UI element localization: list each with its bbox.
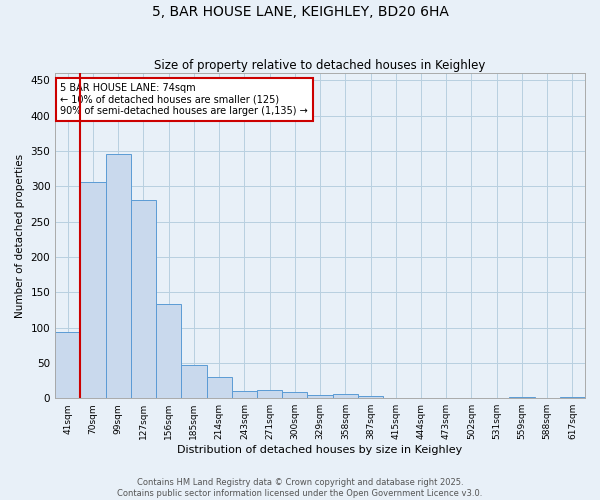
Bar <box>358 396 383 398</box>
Bar <box>206 377 232 398</box>
Title: Size of property relative to detached houses in Keighley: Size of property relative to detached ho… <box>154 59 486 72</box>
Text: 5, BAR HOUSE LANE, KEIGHLEY, BD20 6HA: 5, BAR HOUSE LANE, KEIGHLEY, BD20 6HA <box>152 5 448 19</box>
Bar <box>131 200 156 398</box>
Y-axis label: Number of detached properties: Number of detached properties <box>15 154 25 318</box>
Bar <box>232 391 257 398</box>
Bar <box>106 154 131 398</box>
Text: 5 BAR HOUSE LANE: 74sqm
← 10% of detached houses are smaller (125)
90% of semi-d: 5 BAR HOUSE LANE: 74sqm ← 10% of detache… <box>61 83 308 116</box>
Bar <box>307 394 332 398</box>
Bar <box>332 394 358 398</box>
Bar <box>560 397 585 398</box>
Bar <box>55 332 80 398</box>
Bar <box>282 392 307 398</box>
Bar <box>257 390 282 398</box>
Bar <box>80 182 106 398</box>
X-axis label: Distribution of detached houses by size in Keighley: Distribution of detached houses by size … <box>178 445 463 455</box>
Bar <box>509 397 535 398</box>
Bar <box>181 365 206 398</box>
Text: Contains HM Land Registry data © Crown copyright and database right 2025.
Contai: Contains HM Land Registry data © Crown c… <box>118 478 482 498</box>
Bar <box>156 304 181 398</box>
